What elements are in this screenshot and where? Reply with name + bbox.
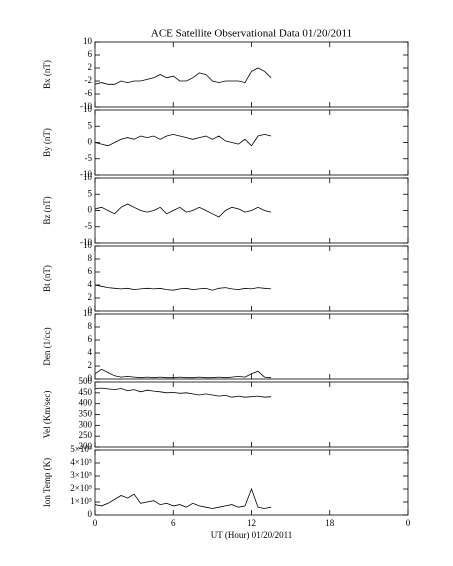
data-line	[94, 487, 272, 509]
x-axis-label: UT (Hour) 01/20/2011	[211, 530, 293, 540]
y-tick-label: 0	[88, 373, 93, 383]
chart-title: ACE Satellite Observational Data 01/20/2…	[151, 28, 352, 40]
y-tick-label: 5	[88, 188, 93, 198]
x-tick-label: 18	[325, 518, 335, 528]
x-tick-label: 12	[247, 518, 256, 528]
y-axis-label: Ion Temp (K)	[42, 458, 52, 507]
y-tick-label: -5	[85, 153, 93, 163]
y-tick-label: 10	[83, 172, 93, 182]
y-tick-label: 6	[88, 266, 93, 276]
y-tick-label: 200	[79, 441, 93, 451]
y-tick-label: 2×10⁵	[70, 483, 92, 493]
y-tick-label: 8	[88, 253, 93, 263]
plot-frame	[94, 109, 409, 176]
plot-frame	[94, 245, 409, 312]
y-tick-label: -2	[85, 75, 93, 85]
x-tick-label: 0	[406, 518, 411, 528]
y-tick-label: 450	[79, 387, 93, 397]
plot-frame	[94, 41, 409, 108]
y-tick-label: 5	[88, 120, 93, 130]
y-axis-label: Bz (nT)	[42, 196, 52, 224]
y-tick-label: 1×10⁵	[70, 496, 92, 506]
y-tick-label: 6	[88, 49, 93, 59]
y-tick-label: -10	[80, 237, 92, 247]
y-tick-label: -10	[80, 169, 92, 179]
y-axis-label: Bx (nT)	[42, 60, 52, 89]
y-tick-label: 10	[83, 36, 93, 46]
y-tick-label: 8	[88, 321, 93, 331]
y-tick-label: 0	[88, 509, 93, 519]
y-tick-label: 500	[79, 376, 93, 386]
plot-frame	[94, 449, 409, 516]
data-line	[94, 133, 272, 147]
y-tick-label: 4	[88, 279, 93, 289]
y-tick-label: 300	[79, 419, 93, 429]
data-line	[94, 203, 272, 218]
y-tick-label: 4	[88, 347, 93, 357]
data-line	[94, 387, 272, 398]
data-line	[94, 368, 272, 379]
y-axis-label: By (nT)	[42, 128, 52, 157]
y-tick-label: 0	[88, 137, 93, 147]
y-tick-label: 2	[88, 292, 93, 302]
data-line	[94, 284, 272, 291]
y-tick-label: 400	[79, 398, 93, 408]
y-tick-label: 10	[83, 308, 93, 318]
y-tick-label: -6	[85, 88, 93, 98]
plot-frame	[94, 313, 409, 380]
y-tick-label: 2	[88, 62, 93, 72]
y-tick-label: 6	[88, 334, 93, 344]
y-tick-label: 5×10⁵	[70, 444, 92, 454]
y-tick-label: 2	[88, 360, 93, 370]
y-tick-label: -10	[80, 101, 92, 111]
y-tick-label: 10	[83, 240, 93, 250]
y-axis-label: Bt (nT)	[42, 265, 52, 292]
y-tick-label: 10	[83, 104, 93, 114]
y-tick-label: -5	[85, 221, 93, 231]
y-tick-label: 0	[88, 305, 93, 315]
x-tick-label: 6	[171, 518, 176, 528]
data-line	[94, 67, 272, 85]
y-tick-label: 3×10⁵	[70, 470, 92, 480]
y-tick-label: 350	[79, 409, 93, 419]
x-tick-label: 0	[93, 518, 98, 528]
y-tick-label: 0	[88, 205, 93, 215]
y-tick-label: 4×10⁵	[70, 457, 92, 467]
y-axis-label: Vel (Km/sec)	[42, 391, 52, 439]
y-axis-label: Den (1/cc)	[42, 327, 52, 365]
y-tick-label: 250	[79, 430, 93, 440]
